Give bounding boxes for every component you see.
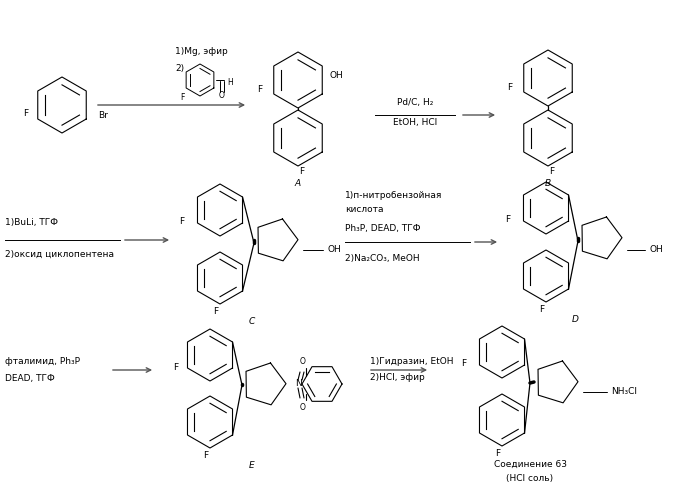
Text: H: H [227,78,233,87]
Text: F: F [203,452,209,460]
Text: DEAD, ТГФ: DEAD, ТГФ [5,374,55,382]
Text: 1)BuLi, ТГФ: 1)BuLi, ТГФ [5,218,58,226]
Text: F: F [173,362,178,372]
Text: (HCl соль): (HCl соль) [506,474,554,482]
Text: F: F [180,92,184,102]
Text: F: F [507,84,512,92]
Text: 1)п-нитробензойная: 1)п-нитробензойная [345,190,442,200]
Text: F: F [214,308,218,316]
Text: 1)Mg, эфир: 1)Mg, эфир [175,48,228,56]
Text: F: F [24,108,28,118]
Text: A: A [295,180,301,188]
Text: F: F [257,86,262,94]
Text: E: E [249,462,255,470]
Text: Pd/C, H₂: Pd/C, H₂ [397,98,433,108]
Text: фталимид, Ph₃P: фталимид, Ph₃P [5,358,80,366]
Text: Br: Br [98,110,108,120]
Text: Ph₃P, DEAD, ТГФ: Ph₃P, DEAD, ТГФ [345,224,420,232]
Text: D: D [572,316,579,324]
Text: 1)Гидразин, EtOH: 1)Гидразин, EtOH [370,358,454,366]
Text: O: O [300,358,306,366]
Text: F: F [550,168,554,176]
Text: F: F [539,306,545,314]
Text: 2)оксид циклопентена: 2)оксид циклопентена [5,250,114,258]
Text: OH: OH [330,72,344,80]
Text: F: F [299,168,305,176]
Text: O: O [300,404,306,412]
Text: кислота: кислота [345,206,383,214]
Text: 2)HCl, эфир: 2)HCl, эфир [370,374,425,382]
Text: F: F [496,450,500,458]
Text: F: F [505,216,510,224]
Text: OH: OH [327,246,341,254]
Text: NH₃Cl: NH₃Cl [611,388,637,396]
Text: N: N [295,380,301,388]
Text: EtOH, HCl: EtOH, HCl [393,118,437,128]
Text: OH: OH [649,246,662,254]
Text: F: F [461,360,466,368]
Text: F: F [179,218,184,226]
Text: 2): 2) [175,64,184,72]
Text: B: B [545,180,551,188]
Text: O: O [219,92,225,100]
Text: Соединение 63: Соединение 63 [493,460,566,468]
Text: C: C [249,318,255,326]
Text: 2)Na₂CO₃, MeOH: 2)Na₂CO₃, MeOH [345,254,420,262]
